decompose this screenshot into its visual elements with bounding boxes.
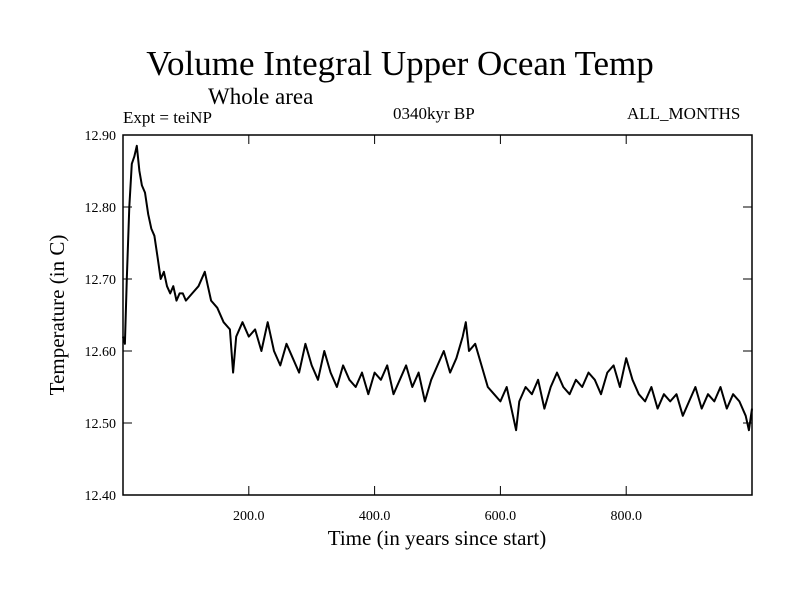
- x-tick-label: 200.0: [233, 509, 265, 524]
- y-axis: 12.40 12.50 12.60 12.70 12.80 12.90: [85, 129, 752, 504]
- plot-frame: [122, 134, 753, 496]
- y-tick-label: 12.80: [85, 201, 117, 216]
- x-tick-label: 600.0: [485, 509, 517, 524]
- experiment-label: Expt = teiNP: [123, 108, 212, 127]
- x-axis: 200.0 400.0 600.0 800.0: [233, 135, 642, 524]
- x-tick-label: 400.0: [359, 509, 391, 524]
- chart-subtitle: Whole area: [208, 84, 314, 109]
- chart-title: Volume Integral Upper Ocean Temp: [146, 44, 654, 83]
- x-axis-title: Time (in years since start): [328, 526, 547, 550]
- series-line-teiNP: [122, 144, 753, 432]
- x-tick-label: 800.0: [610, 509, 642, 524]
- y-tick-label: 12.50: [85, 417, 117, 432]
- months-label: ALL_MONTHS: [627, 104, 741, 123]
- y-axis-title: Temperature (in C): [45, 235, 69, 396]
- series-layer: [122, 144, 753, 432]
- y-tick-label: 12.40: [85, 489, 117, 504]
- y-tick-label: 12.90: [85, 129, 117, 144]
- y-tick-label: 12.60: [85, 345, 117, 360]
- y-tick-label: 12.70: [85, 273, 117, 288]
- era-label: 0340kyr BP: [393, 104, 475, 123]
